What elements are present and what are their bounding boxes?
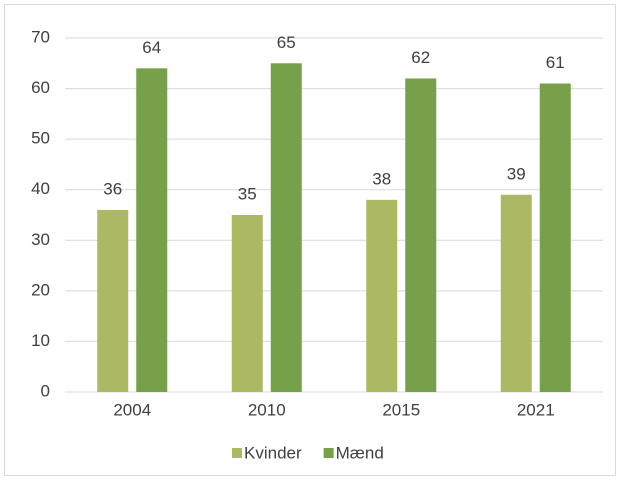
- bar: [539, 83, 571, 392]
- data-label: 65: [277, 33, 296, 52]
- bar: [270, 63, 302, 393]
- bar: [231, 215, 263, 392]
- y-tick-label: 60: [31, 78, 50, 97]
- x-tick-label: 2021: [517, 400, 555, 419]
- y-tick-label: 0: [41, 381, 50, 400]
- data-label: 39: [507, 164, 526, 183]
- x-tick-label: 2010: [248, 400, 286, 419]
- legend-label: Mænd: [336, 443, 384, 462]
- legend-label: Kvinder: [244, 443, 302, 462]
- y-tick-label: 40: [31, 179, 50, 198]
- legend-swatch: [323, 448, 334, 458]
- bar: [136, 68, 168, 392]
- data-label: 62: [411, 48, 430, 67]
- y-tick-label: 20: [31, 280, 50, 299]
- data-label: 36: [103, 179, 122, 198]
- data-label: 38: [372, 169, 391, 188]
- data-label: 64: [142, 38, 161, 57]
- bar: [97, 209, 129, 392]
- data-label: 61: [546, 53, 565, 72]
- y-tick-label: 50: [31, 129, 50, 148]
- legend-swatch: [232, 448, 242, 458]
- bar: [500, 194, 532, 392]
- x-tick-label: 2015: [382, 400, 420, 419]
- x-tick-label: 2004: [113, 400, 151, 419]
- y-tick-label: 10: [31, 331, 50, 350]
- data-label: 35: [238, 184, 257, 203]
- y-tick-label: 30: [31, 230, 50, 249]
- bar: [405, 78, 437, 392]
- bar: [366, 199, 398, 392]
- y-tick-label: 70: [31, 27, 50, 46]
